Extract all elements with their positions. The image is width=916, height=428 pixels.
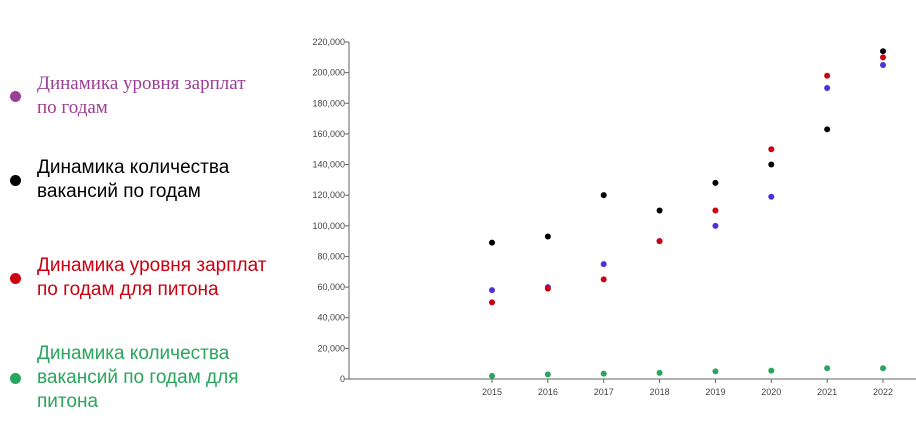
y-tick-label: 60,000: [317, 282, 345, 292]
legend-marker: [10, 272, 21, 284]
legend-item-python-salary: Динамика уровня зарплат по годам для пит…: [10, 254, 295, 302]
data-point-series-0: [880, 48, 887, 55]
data-point-series-0: [600, 192, 607, 199]
y-tick-label: 200,000: [312, 68, 345, 78]
legend-label: Динамика количества вакансий по годам дл…: [37, 343, 239, 412]
x-tick-label: 2022: [873, 387, 893, 397]
x-axis: 2015 2016 2017 2018 2019 2020 2021 2022: [482, 379, 893, 397]
data-point-series-3: [600, 370, 607, 377]
x-tick-label: 2020: [761, 387, 781, 397]
data-point-series-1: [489, 287, 495, 294]
y-tick-label: 140,000: [312, 160, 345, 170]
legend-label: Динамика уровня зарплат по годам для пит…: [37, 255, 267, 300]
data-point-series-3: [489, 372, 495, 379]
data-point-series-3: [768, 367, 775, 374]
data-point-series-0: [544, 233, 551, 240]
data-point-series-1: [768, 193, 775, 200]
y-tick-label: 80,000: [317, 251, 345, 261]
data-point-series-3: [656, 369, 663, 376]
data-point-series-2: [880, 54, 887, 61]
data-point-series-2: [600, 276, 607, 283]
data-point-series-3: [824, 365, 831, 372]
y-tick-label: 0: [340, 374, 345, 384]
y-tick-label: 220,000: [312, 37, 345, 47]
x-tick-label: 2019: [705, 387, 725, 397]
data-point-series-2: [656, 238, 663, 245]
data-point-series-2: [544, 285, 551, 292]
data-point-series-1: [600, 261, 607, 268]
data-point-series-1: [880, 61, 887, 68]
legend-label: Динамика количества вакансий по годам: [37, 157, 230, 202]
y-tick-label: 180,000: [312, 98, 345, 108]
legend-item-python-vacancies: Динамика количества вакансий по годам дл…: [10, 342, 270, 414]
legend-item-vacancies: Динамика количества вакансий по годам: [10, 156, 260, 204]
data-point-series-2: [824, 72, 831, 79]
legend-marker: [10, 174, 21, 186]
data-point-series-1: [712, 222, 719, 229]
x-tick-label: 2021: [817, 387, 837, 397]
x-tick-label: 2017: [594, 387, 614, 397]
data-point-series-0: [712, 179, 719, 186]
y-tick-label: 100,000: [312, 221, 345, 231]
data-point-series-2: [768, 146, 775, 153]
legend-marker: [10, 372, 21, 384]
y-tick-label: 160,000: [312, 129, 345, 139]
scatter-chart: 0 20,000 40,000 60,000 80,000 100,000 120,000 1…: [312, 37, 916, 397]
data-point-series-3: [880, 365, 887, 372]
data-point-series-0: [768, 161, 775, 168]
data-point-series-0: [824, 126, 831, 133]
data-point-series-3: [712, 368, 719, 375]
legend-label: Динамика уровня зарплат по годам: [37, 73, 246, 118]
data-point-series-3: [544, 371, 551, 378]
data-point-series-2: [712, 207, 719, 214]
data-points: [489, 48, 887, 379]
legend-item-salary: Динамика уровня зарплат по годам: [10, 72, 280, 120]
legend: Динамика уровня зарплат по годам Динамик…: [0, 0, 300, 428]
y-tick-label: 20,000: [317, 343, 345, 353]
x-tick-label: 2016: [538, 387, 558, 397]
y-tick-label: 40,000: [317, 313, 345, 323]
data-point-series-2: [489, 299, 495, 306]
y-tick-label: 120,000: [312, 190, 345, 200]
data-point-series-0: [489, 239, 495, 246]
x-tick-label: 2018: [650, 387, 670, 397]
x-tick-label: 2015: [482, 387, 502, 397]
y-axis: 0 20,000 40,000 60,000 80,000 100,000 120,000 1…: [312, 37, 349, 384]
data-point-series-1: [824, 84, 831, 91]
data-point-series-0: [656, 207, 663, 214]
legend-marker: [10, 90, 21, 102]
